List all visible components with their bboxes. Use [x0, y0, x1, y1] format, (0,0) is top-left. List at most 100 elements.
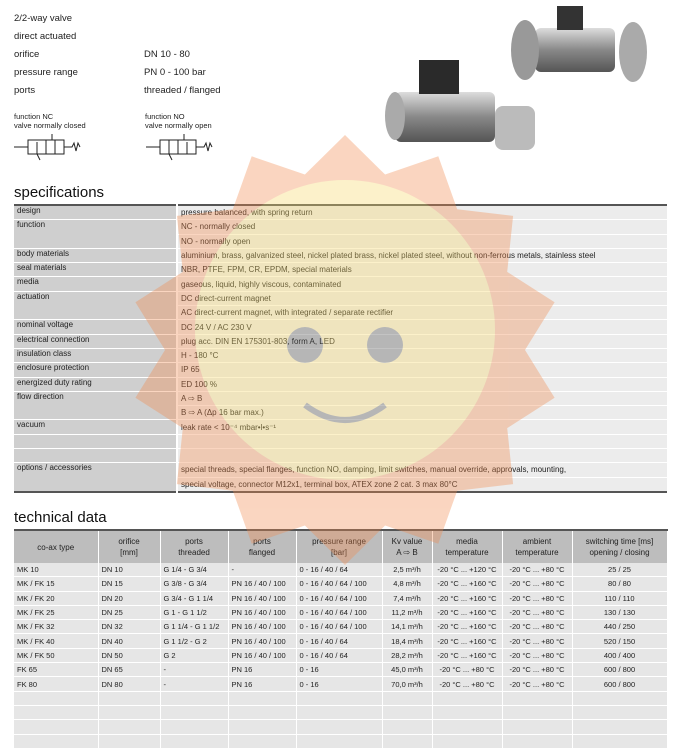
empty-row — [14, 734, 668, 749]
cell: PN 16 / 40 / 100 — [228, 605, 297, 621]
cell — [382, 705, 433, 721]
header-line: pressure range — [312, 537, 366, 546]
cell — [502, 705, 573, 721]
cell: -20 °C ... +80 °C — [502, 633, 573, 649]
cell — [572, 705, 668, 721]
spec-row: insulation class H - 180 °C — [14, 348, 667, 364]
cell: 0 - 16 / 40 / 64 / 100 — [296, 576, 383, 592]
cell — [502, 719, 573, 735]
cell: MK / FK 20 — [14, 591, 99, 606]
header-line: Kv value — [391, 537, 423, 546]
cell: -20 °C ... +160 °C — [432, 591, 503, 606]
spec-row: design pressure balanced, with spring ret… — [14, 204, 667, 221]
header-line: A ⇨ B — [396, 548, 418, 557]
cell: 0 - 16 / 40 / 64 / 100 — [296, 591, 383, 606]
cell: 0 - 16 / 40 / 64 — [296, 563, 383, 578]
cell: PN 16 / 40 / 100 — [228, 576, 297, 592]
property-value: DN 10 - 80 — [144, 49, 190, 60]
spec-row: nominal voltage DC 24 V / AC 230 V — [14, 319, 667, 335]
cell: G 1 1/4 - G 1 1/2 — [160, 619, 229, 635]
cell — [228, 705, 297, 721]
spec-value: ED 100 % — [177, 377, 667, 392]
cell: DN 80 — [98, 676, 161, 692]
cell: -20 °C ... +160 °C — [432, 633, 503, 649]
spec-label: media — [14, 276, 178, 292]
spec-value — [177, 448, 667, 464]
data-row: MK / FK 40 DN 40 G 1 1/2 - G 2 PN 16 / 40 /… — [14, 633, 668, 649]
property-label: ports — [14, 85, 36, 96]
data-row: FK 65 DN 65- PN 16 0 - 16 45,0 m³/h -20 °C ..… — [14, 662, 668, 678]
cell: 0 - 16 / 40 / 64 / 100 — [296, 605, 383, 621]
spec-row: enclosure protection IP 65 — [14, 362, 667, 378]
cell: -20 °C ... +80 °C — [502, 591, 573, 606]
empty-row — [14, 691, 668, 706]
spec-row: NO - normally open — [14, 234, 667, 249]
spec-value: DC direct-current magnet — [177, 291, 667, 307]
header-line: threaded — [178, 548, 210, 557]
cell: 4,8 m³/h — [382, 576, 433, 592]
cell: -20 °C ... +80 °C — [502, 648, 573, 664]
cell: 520 / 150 — [572, 633, 668, 649]
intro: 2/2-way valve direct actuated orifice DN … — [14, 10, 221, 100]
property: pressure range PN 0 - 100 bar — [14, 64, 221, 82]
property-value: PN 0 - 100 bar — [144, 67, 206, 78]
cell — [296, 705, 383, 721]
cell: -20 °C ... +80 °C — [502, 563, 573, 578]
function-nc: function NC valve normally closed — [14, 112, 86, 130]
spec-label: options / accessories — [14, 462, 178, 493]
cell — [432, 734, 503, 749]
cell — [228, 719, 297, 735]
column-header: ports threaded — [160, 529, 229, 563]
column-header: pressure range [bar] — [296, 529, 383, 563]
spec-value: special voltage, connector M12x1, termin… — [177, 477, 667, 493]
cell: -20 °C ... +120 °C — [432, 563, 503, 578]
spec-row: special voltage, connector M12x1, termin… — [14, 477, 667, 493]
cell: 28,2 m³/h — [382, 648, 433, 664]
cell: -20 °C ... +80 °C — [502, 605, 573, 621]
cell: 80 / 80 — [572, 576, 668, 592]
spec-label: flow direction — [14, 391, 178, 421]
spec-row — [14, 448, 667, 464]
intro-line: 2/2-way valve — [14, 13, 73, 24]
cell: 7,4 m³/h — [382, 591, 433, 606]
fn-sub: valve normally closed — [14, 121, 86, 130]
cell: MK / FK 40 — [14, 633, 99, 649]
fn-title: function NO — [145, 112, 185, 121]
spec-row: options / accessories special threads, sp… — [14, 462, 667, 493]
cell: MK 10 — [14, 563, 99, 578]
header-line: ports — [185, 537, 203, 546]
product-image — [385, 6, 647, 150]
cell: G 1/4 - G 3/4 — [160, 563, 229, 578]
data-row: MK / FK 25 DN 25 G 1 - G 1 1/2 PN 16 / 40 /… — [14, 605, 668, 621]
data-row: MK / FK 50 DN 50 G 2 PN 16 / 40 / 100 0 - 16… — [14, 648, 668, 664]
cell: PN 16 / 40 / 100 — [228, 591, 297, 606]
spec-row: seal materials NBR, PTFE, FPM, CR, EPDM, … — [14, 262, 667, 278]
cell: G 2 — [160, 648, 229, 664]
cell: 25 / 25 — [572, 563, 668, 578]
header-line: switching time [ms] — [585, 537, 654, 546]
spec-row: media gaseous, liquid, highly viscous, co… — [14, 276, 667, 292]
cell: - — [160, 676, 229, 692]
spec-value: NO - normally open — [177, 234, 667, 249]
spec-label: enclosure protection — [14, 362, 178, 378]
property: orifice DN 10 - 80 — [14, 46, 221, 64]
spec-label: insulation class — [14, 348, 178, 364]
cell: -20 °C ... +160 °C — [432, 576, 503, 592]
cell: PN 16 / 40 / 100 — [228, 633, 297, 649]
cell: MK / FK 15 — [14, 576, 99, 592]
cell: - — [228, 563, 297, 578]
spec-value: NBR, PTFE, FPM, CR, EPDM, special materi… — [177, 262, 667, 278]
spec-table: design pressure balanced, with spring ret… — [14, 204, 667, 493]
cell — [432, 691, 503, 706]
cell: DN 10 — [98, 563, 161, 578]
cell: G 1 - G 1 1/2 — [160, 605, 229, 621]
cell: PN 16 / 40 / 100 — [228, 619, 297, 635]
cell: 600 / 800 — [572, 676, 668, 692]
spec-value: gaseous, liquid, highly viscous, contami… — [177, 276, 667, 292]
function-no: function NO valve normally open — [145, 112, 212, 130]
cell: PN 16 — [228, 676, 297, 692]
cell — [14, 719, 99, 735]
cell: PN 16 — [228, 662, 297, 678]
cell — [572, 734, 668, 749]
cell: DN 65 — [98, 662, 161, 678]
